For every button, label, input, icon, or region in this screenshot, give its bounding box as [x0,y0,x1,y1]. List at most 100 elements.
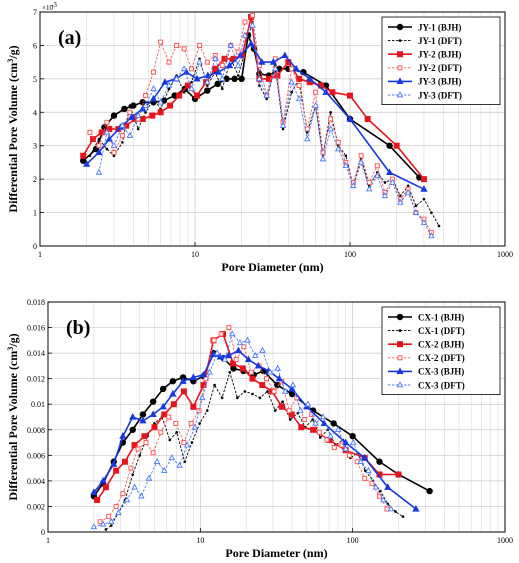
data-point [228,370,232,374]
legend-marker [397,51,403,58]
series-cx-3-bjh- [90,346,420,512]
data-point [120,491,126,497]
y-axis-label-tail: /g) [6,333,20,347]
data-point [173,420,179,426]
series-jy-2-bjh- [80,14,427,183]
data-point [346,452,352,458]
data-point [94,497,101,504]
data-point [281,400,284,403]
x-tick-label: 1000 [497,536,513,545]
data-point [151,424,158,431]
data-point [234,61,242,68]
data-point [157,98,164,105]
data-point [319,413,327,420]
data-point [107,518,115,525]
x-tick-label: 100 [347,536,359,545]
data-point [236,339,244,346]
legend-marker [396,77,404,84]
data-point [169,378,177,385]
data-point [200,382,207,389]
data-point [231,75,238,83]
y-axis-label-main: Differential Pore Volume (cm [6,63,20,213]
data-point [110,112,118,119]
legend-marker [398,39,402,42]
data-point [228,330,236,337]
data-point [275,374,283,382]
data-point [189,373,197,380]
data-point [265,97,268,101]
legend-entry-label: JY-2 (DFT) [418,63,462,73]
data-point [316,429,322,435]
data-point [334,426,342,433]
data-point [236,74,240,77]
data-point [168,454,176,461]
data-point [103,128,111,135]
x-axis-label: Pore Diameter (nm) [225,546,327,560]
data-point [322,88,330,95]
data-point [331,445,337,451]
data-point [386,142,393,149]
data-point [99,476,107,484]
data-point [159,385,167,393]
data-point [128,104,132,107]
y-tick-label: 1 [33,209,37,218]
data-point [193,92,200,99]
data-point [211,55,219,62]
data-point [90,523,98,530]
plot-frame [39,11,506,247]
y-tick-label: 0.014 [27,349,45,358]
data-point [266,368,274,375]
data-point [161,78,169,85]
series-jy-3-dft- [95,21,435,239]
data-point [166,59,172,65]
y-tick-label: 0 [41,528,45,537]
data-point [198,422,201,425]
legend-entry-label: CX-1 (DFT) [418,326,465,336]
data-point [181,46,187,52]
data-point [225,61,234,69]
data-point [381,192,389,199]
data-point [139,416,147,424]
data-point [234,346,243,354]
y-tick-label: 2 [33,175,37,184]
data-point [312,101,319,108]
data-point [224,351,233,359]
data-point [226,325,232,331]
data-point [358,153,364,159]
data-point [350,438,357,445]
data-point [420,176,427,183]
data-point [389,178,396,185]
data-point [95,148,103,155]
data-point [113,503,119,509]
y-axis-label: Differential Pore Volume (cm3/g) [6,45,20,212]
data-point [393,142,400,149]
data-point [121,105,128,113]
data-point [180,388,187,395]
data-point [218,331,224,337]
data-point [219,62,225,68]
legend-marker [397,355,403,361]
data-point [83,160,91,167]
data-point [288,390,296,398]
data-point [188,85,195,92]
panel-label: (b) [66,317,90,339]
data-point [301,417,307,423]
data-point [190,403,197,410]
legend-marker [396,91,404,98]
data-point [130,102,137,109]
data-point [281,51,289,59]
data-point [199,394,206,401]
data-point [297,406,304,413]
data-point [138,492,145,499]
data-point [131,473,135,476]
data-point [258,84,261,87]
data-point [131,115,138,122]
data-point [313,89,319,95]
data-point [167,87,171,91]
data-point [329,89,336,96]
data-point [259,382,266,389]
data-point [182,68,190,75]
legend-entry-label: CX-3 (BJH) [418,367,464,377]
